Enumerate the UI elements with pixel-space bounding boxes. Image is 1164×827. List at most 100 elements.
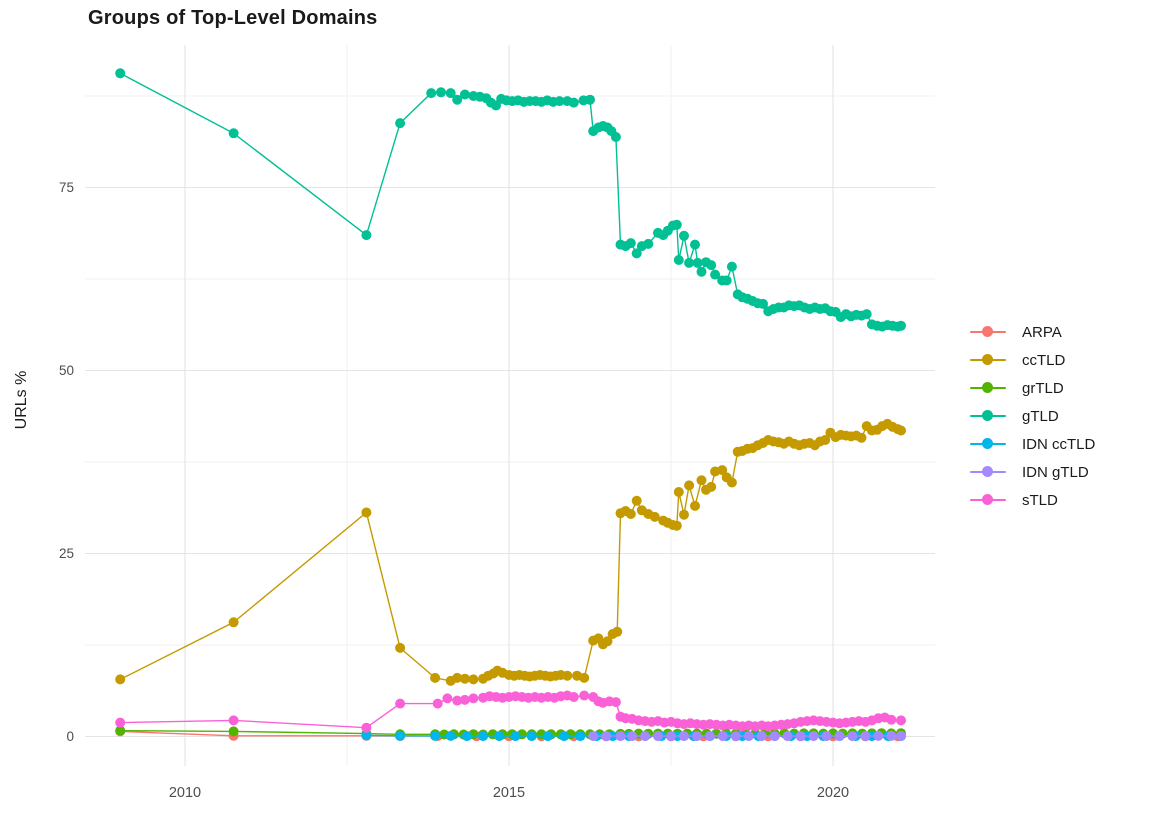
- y-tick-labels: 0 25 50 75: [59, 180, 74, 744]
- legend-item-idn-gtld: IDN gTLD: [970, 458, 1095, 486]
- data-point: [706, 481, 717, 492]
- data-point: [730, 731, 741, 742]
- data-point: [671, 520, 682, 531]
- legend-item-label: ccTLD: [1022, 351, 1066, 369]
- data-point: [459, 89, 470, 100]
- data-point: [426, 88, 437, 99]
- data-point: [679, 731, 689, 742]
- data-point: [873, 730, 884, 741]
- data-point: [452, 695, 463, 706]
- data-point: [726, 261, 737, 272]
- legend-key-dot: [982, 382, 993, 393]
- y-tick-label: 25: [59, 546, 74, 561]
- data-point: [436, 87, 446, 98]
- data-point: [228, 726, 239, 737]
- legend-item-idn-cctld: IDN ccTLD: [970, 430, 1095, 458]
- data-point: [395, 642, 406, 653]
- data-point: [847, 731, 858, 742]
- data-point: [562, 670, 573, 681]
- data-point: [692, 257, 703, 268]
- data-point: [743, 731, 754, 742]
- data-point: [452, 94, 463, 105]
- data-point: [432, 698, 443, 709]
- series-stld: [115, 690, 906, 733]
- data-point: [430, 730, 441, 741]
- series-line: [119, 72, 902, 328]
- gridlines-major: [85, 45, 935, 766]
- data-point: [468, 693, 479, 704]
- data-point: [228, 617, 239, 628]
- legend-key-dot: [982, 494, 993, 505]
- chart-title: Groups of Top-Level Domains: [88, 7, 378, 29]
- y-tick-label: 0: [66, 729, 74, 744]
- data-point: [615, 731, 626, 742]
- data-point: [115, 717, 126, 728]
- data-point: [717, 465, 728, 476]
- x-tick-label: 2015: [493, 785, 525, 801]
- data-point: [228, 715, 239, 726]
- data-point: [631, 248, 642, 259]
- data-point: [696, 475, 707, 486]
- data-point: [361, 230, 372, 241]
- data-point: [690, 239, 700, 250]
- data-point: [510, 731, 521, 742]
- data-point: [726, 477, 737, 488]
- data-point: [579, 672, 590, 683]
- data-point: [115, 68, 126, 79]
- legend: ARPA ccTLD grTLD gTLD IDN ccTLD IDN gTLD sTLD: [970, 318, 1095, 514]
- data-point: [666, 731, 676, 742]
- legend-key-dot: [982, 326, 993, 337]
- data-point: [673, 255, 684, 265]
- series-idn-gtld: [588, 730, 906, 742]
- data-point: [886, 714, 897, 725]
- data-point: [625, 509, 636, 519]
- legend-key-dot: [982, 438, 993, 449]
- data-point: [896, 715, 906, 726]
- data-point: [710, 269, 721, 280]
- data-point: [602, 636, 613, 647]
- data-point: [834, 731, 845, 742]
- data-point: [896, 425, 906, 436]
- data-point: [442, 693, 453, 704]
- legend-key-icon: [970, 494, 1006, 506]
- legend-item-stld: sTLD: [970, 486, 1095, 514]
- data-point: [896, 730, 906, 741]
- data-point: [395, 118, 406, 129]
- data-point: [361, 507, 372, 518]
- data-point: [679, 230, 689, 241]
- data-point: [684, 257, 695, 268]
- legend-item-label: IDN gTLD: [1022, 463, 1089, 481]
- legend-key-icon: [970, 438, 1006, 450]
- data-point: [649, 511, 660, 522]
- data-point: [395, 698, 406, 709]
- data-point: [704, 731, 715, 742]
- data-point: [459, 694, 470, 705]
- data-point: [640, 731, 651, 742]
- legend-key-dot: [982, 410, 993, 421]
- data-point: [861, 309, 872, 320]
- data-point: [478, 731, 489, 742]
- gridlines-minor: [85, 45, 935, 766]
- data-point: [643, 238, 654, 249]
- legend-key-icon: [970, 354, 1006, 366]
- series-gtld: [115, 68, 906, 332]
- data-point: [445, 730, 456, 741]
- y-tick-label: 50: [59, 363, 74, 378]
- data-point: [494, 731, 505, 742]
- data-point: [228, 128, 239, 139]
- legend-item-label: grTLD: [1022, 379, 1064, 397]
- data-point: [684, 480, 695, 491]
- data-point: [795, 731, 806, 742]
- data-point: [769, 731, 780, 742]
- data-point: [445, 88, 456, 99]
- data-point: [468, 674, 479, 685]
- data-point: [671, 219, 682, 230]
- legend-item-label: ARPA: [1022, 323, 1062, 341]
- legend-item-cctld: ccTLD: [970, 346, 1095, 374]
- legend-key-icon: [970, 382, 1006, 394]
- data-point: [115, 725, 126, 736]
- data-point: [610, 697, 621, 708]
- data-point: [430, 672, 441, 683]
- data-point: [860, 731, 871, 742]
